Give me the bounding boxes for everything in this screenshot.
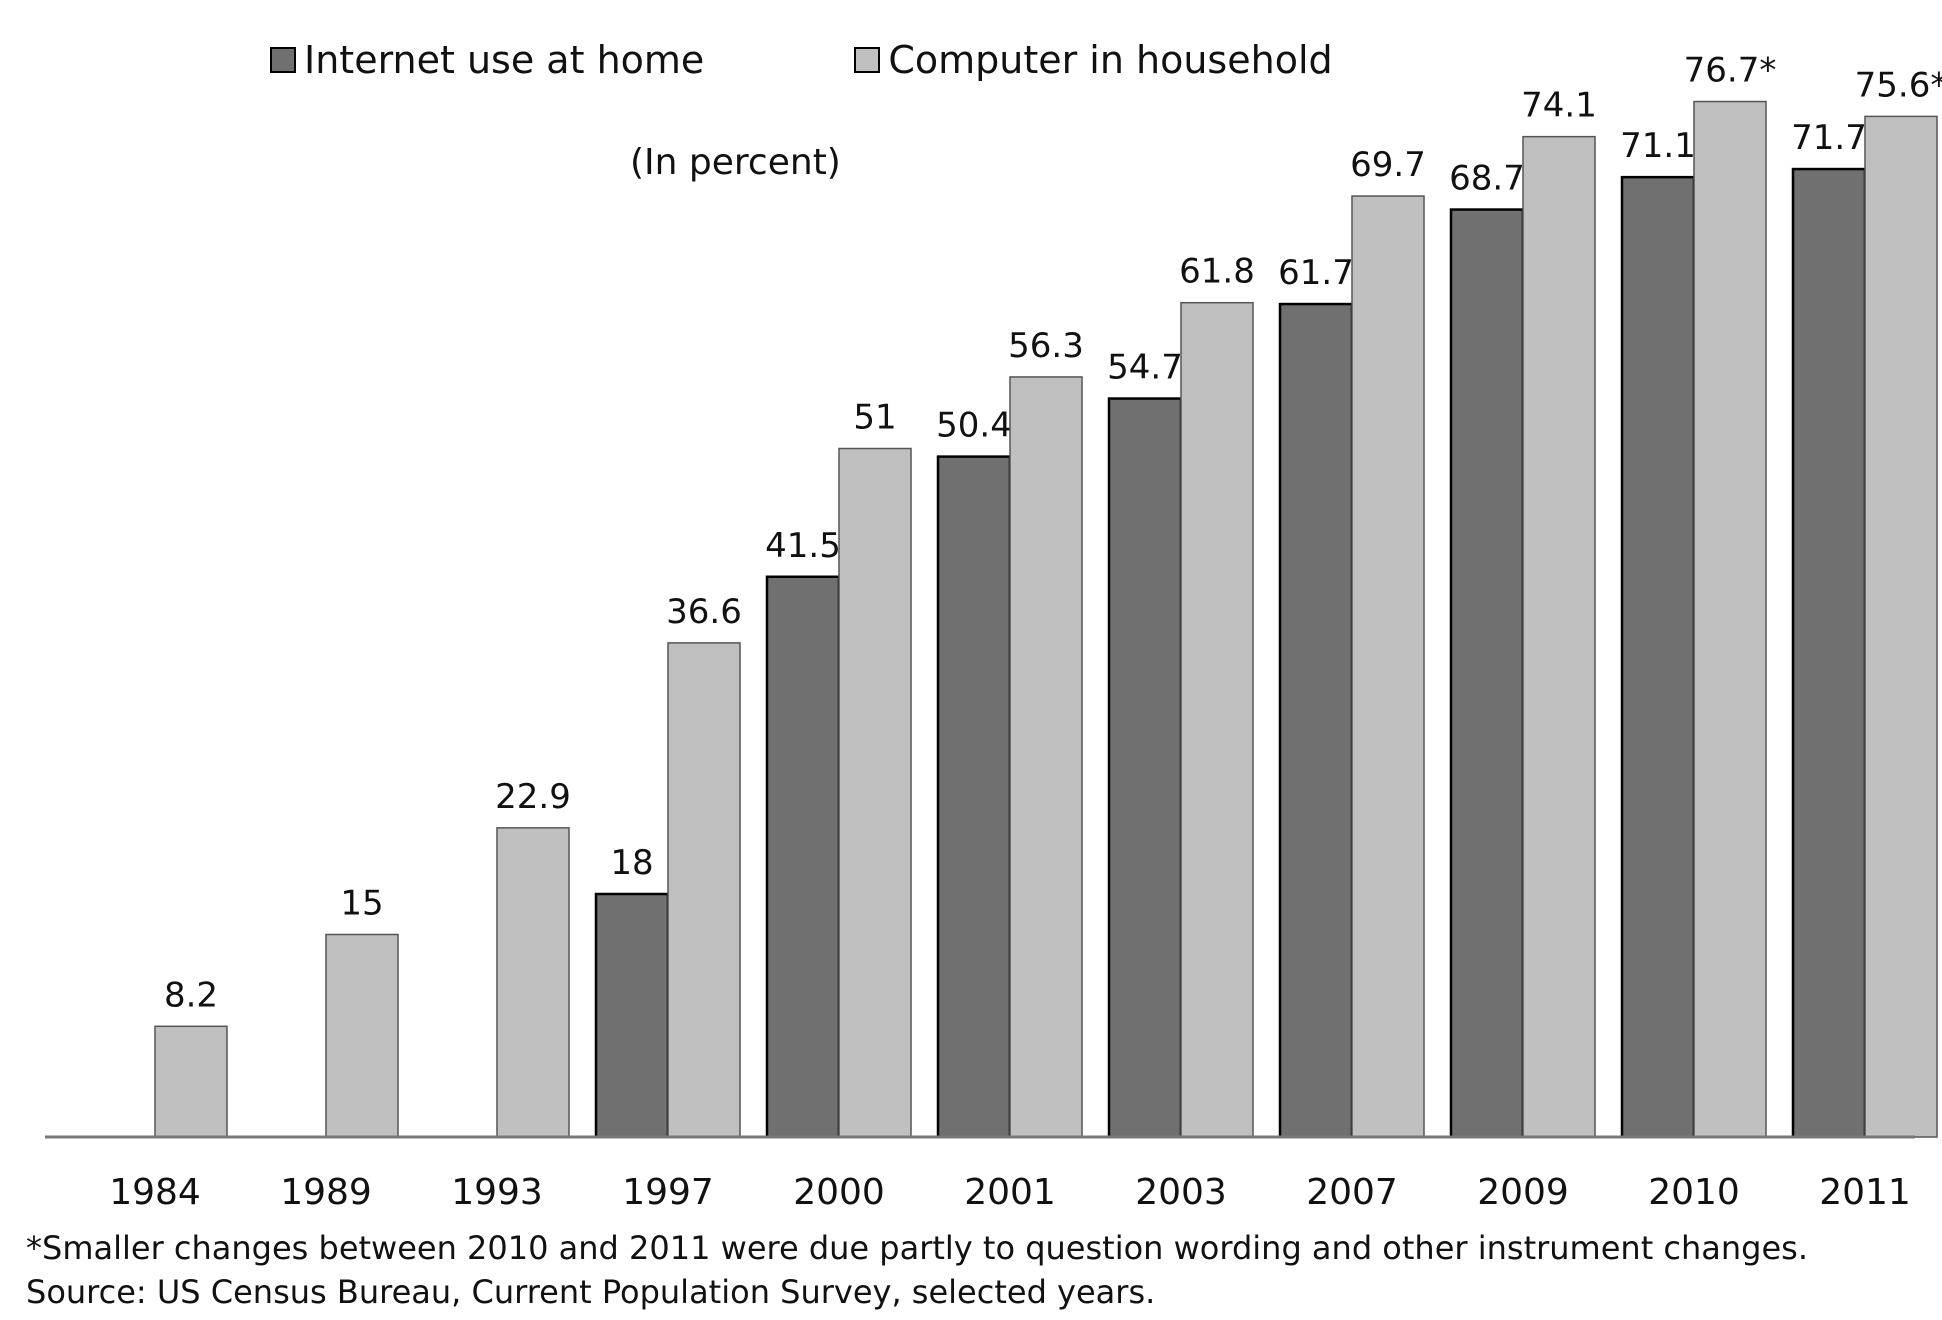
data-label-internet-2010: 71.1 bbox=[1620, 126, 1696, 166]
bar-computer-2001 bbox=[1009, 376, 1083, 1138]
x-tick-label-1989: 1989 bbox=[280, 1172, 372, 1213]
x-tick-label-2011: 2011 bbox=[1819, 1172, 1911, 1213]
bar-internet-2001 bbox=[936, 455, 1012, 1139]
bar-internet-2009 bbox=[1449, 208, 1525, 1139]
bar-computer-1989 bbox=[325, 933, 399, 1138]
x-tick-label-2009: 2009 bbox=[1477, 1172, 1569, 1213]
unit-note: (In percent) bbox=[630, 142, 841, 183]
chart-legend: Internet use at home Computer in househo… bbox=[270, 38, 1333, 82]
data-label-internet-2003: 54.7 bbox=[1107, 348, 1183, 388]
x-tick-label-1993: 1993 bbox=[451, 1172, 543, 1213]
data-label-internet-2009: 68.7 bbox=[1449, 159, 1525, 199]
bar-computer-2009 bbox=[1522, 135, 1596, 1138]
bar-computer-2007 bbox=[1351, 195, 1425, 1138]
x-tick-label-2003: 2003 bbox=[1135, 1172, 1227, 1213]
data-label-computer-1997: 36.6 bbox=[666, 592, 742, 632]
x-tick-label-2010: 2010 bbox=[1648, 1172, 1740, 1213]
bar-internet-2000 bbox=[765, 575, 841, 1139]
legend-item-computer: Computer in household bbox=[854, 38, 1333, 82]
bar-computer-1993 bbox=[496, 827, 570, 1138]
bar-computer-2000 bbox=[838, 447, 912, 1138]
data-label-computer-2000: 51 bbox=[853, 398, 896, 438]
data-label-computer-2003: 61.8 bbox=[1179, 252, 1255, 292]
legend-swatch-computer bbox=[854, 47, 881, 73]
data-label-computer-2011: 75.6* bbox=[1855, 65, 1942, 105]
legend-label-internet: Internet use at home bbox=[304, 38, 705, 82]
bar-internet-2007 bbox=[1278, 302, 1354, 1139]
data-label-computer-2010: 76.7* bbox=[1684, 51, 1777, 91]
x-tick-label-2001: 2001 bbox=[964, 1172, 1056, 1213]
bar-computer-2011 bbox=[1864, 115, 1938, 1138]
data-label-computer-2001: 56.3 bbox=[1008, 326, 1084, 366]
data-label-internet-2000: 41.5 bbox=[765, 526, 841, 566]
legend-label-computer: Computer in household bbox=[888, 38, 1333, 82]
data-label-computer-2009: 74.1 bbox=[1521, 86, 1597, 126]
data-label-computer-1993: 22.9 bbox=[495, 777, 571, 817]
data-label-computer-1989: 15 bbox=[340, 884, 383, 924]
bar-internet-2003 bbox=[1107, 397, 1183, 1139]
bar-computer-2003 bbox=[1180, 301, 1254, 1138]
footnote-changes: *Smaller changes between 2010 and 2011 w… bbox=[26, 1229, 1809, 1267]
data-label-internet-2001: 50.4 bbox=[936, 406, 1012, 446]
bar-computer-1984 bbox=[154, 1025, 228, 1138]
legend-swatch-internet bbox=[270, 47, 296, 73]
bar-internet-2011 bbox=[1791, 167, 1867, 1139]
bar-computer-1997 bbox=[667, 642, 741, 1138]
data-label-internet-2007: 61.7 bbox=[1278, 253, 1354, 293]
bar-internet-1997 bbox=[594, 892, 670, 1139]
x-tick-label-2000: 2000 bbox=[793, 1172, 885, 1213]
data-label-internet-2011: 71.7 bbox=[1791, 118, 1867, 158]
footnotes: *Smaller changes between 2010 and 2011 w… bbox=[26, 1226, 1808, 1314]
footnote-source: Source: US Census Bureau, Current Popula… bbox=[26, 1273, 1156, 1311]
data-label-internet-1997: 18 bbox=[610, 843, 653, 883]
bar-computer-2010 bbox=[1693, 100, 1767, 1138]
data-label-computer-2007: 69.7 bbox=[1350, 145, 1426, 185]
data-label-computer-1984: 8.2 bbox=[164, 975, 218, 1015]
x-tick-label-1997: 1997 bbox=[622, 1172, 714, 1213]
legend-item-internet: Internet use at home bbox=[270, 38, 704, 82]
bar-internet-2010 bbox=[1620, 175, 1696, 1139]
x-tick-label-2007: 2007 bbox=[1306, 1172, 1398, 1213]
x-tick-label-1984: 1984 bbox=[109, 1172, 201, 1213]
